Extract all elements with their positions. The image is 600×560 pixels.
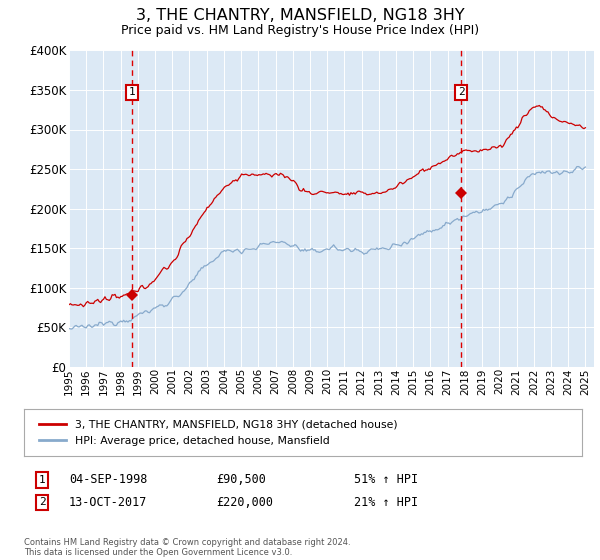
Legend: 3, THE CHANTRY, MANSFIELD, NG18 3HY (detached house), HPI: Average price, detach: 3, THE CHANTRY, MANSFIELD, NG18 3HY (det… [35,416,402,450]
Text: 13-OCT-2017: 13-OCT-2017 [69,496,148,509]
Text: 04-SEP-1998: 04-SEP-1998 [69,473,148,487]
Text: 51% ↑ HPI: 51% ↑ HPI [354,473,418,487]
Text: 2: 2 [458,87,464,97]
Text: £90,500: £90,500 [216,473,266,487]
Text: 1: 1 [38,475,46,485]
Text: 1: 1 [129,87,136,97]
Text: Price paid vs. HM Land Registry's House Price Index (HPI): Price paid vs. HM Land Registry's House … [121,24,479,36]
Text: £220,000: £220,000 [216,496,273,509]
Text: 3, THE CHANTRY, MANSFIELD, NG18 3HY: 3, THE CHANTRY, MANSFIELD, NG18 3HY [136,8,464,24]
Text: 21% ↑ HPI: 21% ↑ HPI [354,496,418,509]
Text: Contains HM Land Registry data © Crown copyright and database right 2024.
This d: Contains HM Land Registry data © Crown c… [24,538,350,557]
Text: 2: 2 [38,497,46,507]
